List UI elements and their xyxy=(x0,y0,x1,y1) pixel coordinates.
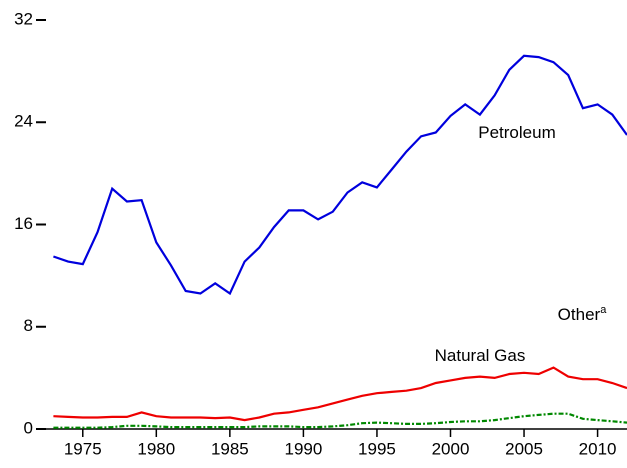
y-tick-label: 16 xyxy=(14,214,33,233)
x-tick-label: 1980 xyxy=(137,439,175,458)
series-line xyxy=(53,54,627,296)
y-tick-label: 32 xyxy=(14,9,33,28)
x-tick-label: 1995 xyxy=(358,439,396,458)
x-tick-label: 1990 xyxy=(284,439,322,458)
x-tick-label: 2010 xyxy=(579,439,617,458)
series-name: Other xyxy=(558,305,601,324)
series-label: Othera xyxy=(558,304,608,325)
x-tick-label: 2005 xyxy=(505,439,543,458)
series-label: Petroleum xyxy=(478,123,555,142)
series-line xyxy=(53,366,627,422)
x-tick-label: 2000 xyxy=(432,439,470,458)
series-name: Petroleum xyxy=(478,123,555,142)
x-tick-label: 1985 xyxy=(211,439,249,458)
y-tick-label: 8 xyxy=(24,316,33,335)
series-line xyxy=(53,412,627,429)
series-label: Natural Gas xyxy=(435,346,526,365)
y-tick-label: 0 xyxy=(24,418,33,437)
footnote-mark: a xyxy=(600,304,607,316)
series-name: Natural Gas xyxy=(435,346,526,365)
x-tick-label: 1975 xyxy=(64,439,102,458)
y-tick-label: 24 xyxy=(14,112,33,131)
